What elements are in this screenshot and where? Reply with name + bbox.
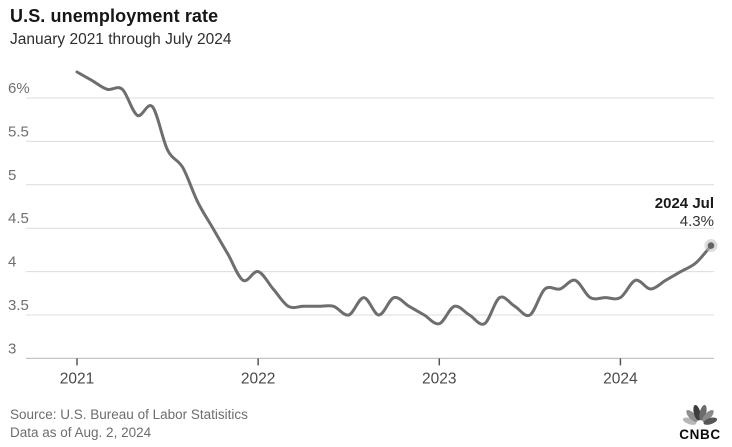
page-subtitle: January 2021 through July 2024 bbox=[10, 31, 232, 48]
cnbc-logo-text: CNBC bbox=[679, 427, 721, 442]
source-line: Source: U.S. Bureau of Labor Statisitics bbox=[10, 407, 248, 422]
cnbc-logo: CNBC bbox=[674, 402, 726, 442]
annotation-date-label: 2024 Jul bbox=[654, 195, 714, 212]
y-axis-label: 5 bbox=[8, 167, 16, 184]
data-as-of-line: Data as of Aug. 2, 2024 bbox=[10, 424, 152, 440]
annotation-value-label: 4.3% bbox=[679, 213, 714, 230]
y-axis-label: 4.5 bbox=[8, 210, 29, 227]
end-point-annotation: 2024 Jul 4.3% bbox=[655, 195, 714, 231]
y-axis-label: 3 bbox=[8, 340, 16, 357]
y-axis-label: 5.5 bbox=[8, 123, 29, 140]
x-axis-label: 2024 bbox=[603, 370, 638, 387]
x-axis-label: 2022 bbox=[241, 370, 275, 387]
y-axis-label: 6% bbox=[8, 80, 30, 97]
y-axis-label: 4 bbox=[8, 254, 16, 271]
x-axis-label: 2021 bbox=[60, 370, 94, 387]
source-note: Source: U.S. Bureau of Labor Statisitics… bbox=[10, 406, 248, 441]
y-axis-label: 3.5 bbox=[8, 297, 29, 314]
page-title: U.S. unemployment rate bbox=[10, 6, 219, 26]
peacock-icon bbox=[682, 404, 718, 425]
unemployment-rate-line bbox=[75, 70, 713, 326]
end-point-dot bbox=[707, 242, 715, 249]
x-axis-label: 2023 bbox=[422, 370, 456, 387]
